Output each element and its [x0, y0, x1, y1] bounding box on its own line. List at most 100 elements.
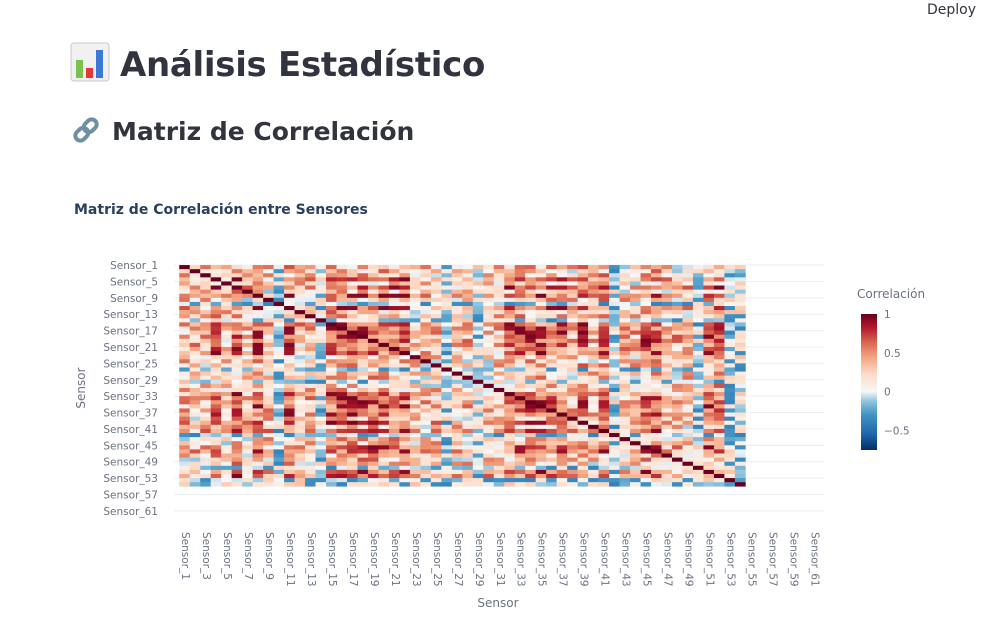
heatmap-cell — [315, 346, 327, 352]
heatmap-cell — [734, 404, 746, 409]
heatmap-cell — [252, 473, 264, 479]
heatmap-cell — [671, 359, 683, 364]
heatmap-cell — [588, 400, 599, 405]
heatmap-cell — [189, 269, 201, 274]
heatmap-cell — [284, 457, 295, 462]
heatmap-cell — [441, 482, 453, 487]
heatmap-cell — [483, 441, 495, 446]
heatmap-cell — [630, 326, 641, 331]
heatmap-cell — [567, 478, 578, 483]
heatmap-cell — [441, 433, 453, 438]
heatmap-cell — [346, 338, 358, 344]
heatmap-cell — [441, 322, 453, 327]
heatmap-cell — [451, 379, 463, 385]
heatmap-cell — [651, 396, 662, 401]
heatmap-cell — [200, 322, 211, 327]
heatmap-cell — [472, 273, 484, 278]
heatmap-cell — [651, 346, 662, 352]
heatmap-cell — [263, 424, 274, 430]
heatmap-cell — [525, 383, 536, 389]
heatmap-cell — [609, 293, 620, 299]
heatmap-cell — [388, 420, 400, 426]
heatmap-cell — [231, 424, 243, 430]
heatmap-cell — [713, 433, 725, 438]
heatmap-cell — [200, 392, 211, 397]
heatmap-cell — [451, 306, 463, 311]
heatmap-cell — [409, 449, 421, 454]
heatmap-cell — [326, 363, 337, 368]
heatmap-cell — [609, 428, 620, 434]
heatmap-cell — [472, 314, 484, 319]
colorbar-tick-label: 0.5 — [884, 348, 901, 360]
heatmap-cell — [189, 371, 201, 376]
heatmap-cell — [430, 416, 442, 422]
heatmap-cell — [420, 383, 432, 389]
heatmap-cell — [305, 269, 316, 274]
heatmap-cell — [651, 445, 662, 450]
heatmap-cell — [577, 285, 589, 290]
heatmap-cell — [284, 449, 295, 454]
heatmap-cell — [305, 379, 316, 385]
heatmap-cell — [221, 346, 232, 352]
x-tick-label: Sensor_27 — [452, 532, 464, 587]
heatmap-cell — [336, 408, 348, 413]
heatmap-cell — [210, 416, 222, 422]
heatmap-cell — [252, 375, 264, 381]
heatmap-cell — [273, 351, 285, 356]
heatmap-cell — [483, 453, 495, 458]
heatmap-cell — [399, 404, 411, 409]
heatmap-cell — [367, 441, 379, 446]
heatmap-cell — [409, 269, 421, 274]
heatmap-cell — [420, 396, 432, 401]
heatmap-cell — [284, 424, 295, 430]
heatmap-cell — [294, 277, 306, 282]
heatmap-cell — [504, 412, 516, 417]
heatmap-cell — [661, 318, 673, 323]
heatmap-cell — [284, 314, 295, 319]
heatmap-cell — [525, 338, 536, 344]
heatmap-cell — [483, 465, 495, 471]
heatmap-cell — [242, 404, 253, 409]
heatmap-cell — [242, 387, 253, 393]
heatmap-cell — [630, 478, 641, 483]
heatmap-cell — [483, 445, 495, 450]
heatmap-cell — [367, 277, 379, 282]
heatmap-cell — [598, 457, 610, 462]
heatmap-cell — [692, 416, 704, 422]
heatmap-cell — [200, 359, 211, 364]
heatmap-cell — [734, 469, 746, 475]
heatmap-cell — [493, 461, 505, 467]
heatmap-cell — [546, 326, 557, 331]
heatmap-cell — [483, 289, 495, 295]
heatmap-cell — [588, 326, 599, 331]
heatmap-cell — [430, 346, 442, 352]
heatmap-cell — [588, 285, 599, 290]
heatmap-cell — [692, 310, 704, 315]
heatmap-cell — [315, 269, 327, 274]
heatmap-cell — [252, 273, 264, 278]
heatmap-cell — [535, 416, 547, 422]
heatmap-cell — [357, 445, 369, 450]
heatmap-cell — [682, 293, 694, 299]
heatmap-cell — [567, 351, 578, 356]
heatmap-cell — [462, 408, 474, 413]
heatmap-cell — [189, 265, 201, 270]
heatmap-cell — [588, 306, 599, 311]
heatmap-cell — [409, 346, 421, 352]
heatmap-cell — [703, 428, 715, 434]
heatmap-cell — [420, 346, 432, 352]
heatmap-cell — [346, 379, 358, 385]
heatmap-cell — [682, 342, 694, 348]
heatmap-cell — [535, 473, 547, 479]
heatmap-cell — [263, 453, 274, 458]
heatmap-cell — [609, 392, 620, 397]
heatmap-cell — [703, 334, 715, 340]
colorbar: Correlación 10.50−0.5 — [857, 287, 925, 450]
heatmap-cell — [357, 433, 369, 438]
heatmap-cell — [441, 404, 453, 409]
heatmap-cell — [451, 363, 463, 368]
heatmap-cell — [556, 273, 568, 278]
deploy-button[interactable]: Deploy — [926, 2, 976, 18]
heatmap-cell — [409, 412, 421, 417]
heatmap-cell — [409, 473, 421, 479]
